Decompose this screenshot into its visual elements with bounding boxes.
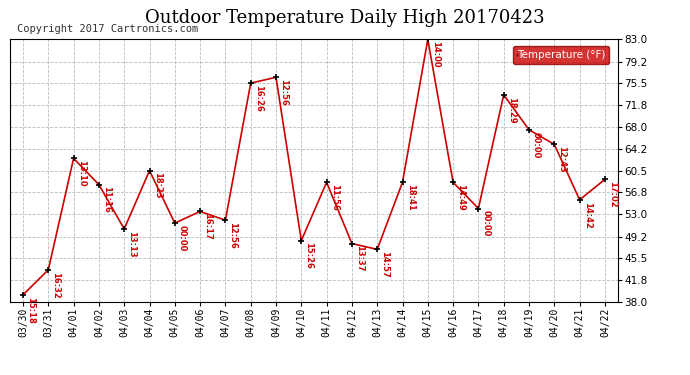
Text: 14:00: 14:00 [431, 41, 440, 68]
Text: 13:13: 13:13 [127, 231, 136, 257]
Text: 12:56: 12:56 [228, 222, 237, 249]
Text: 16:26: 16:26 [254, 85, 263, 112]
Text: 12:56: 12:56 [279, 79, 288, 106]
Text: 00:00: 00:00 [482, 210, 491, 237]
Text: 00:00: 00:00 [178, 225, 187, 251]
Text: 16:32: 16:32 [51, 272, 60, 298]
Text: Outdoor Temperature Daily High 20170423: Outdoor Temperature Daily High 20170423 [145, 9, 545, 27]
Text: 15:26: 15:26 [304, 242, 313, 269]
Text: 13:10: 13:10 [77, 160, 86, 187]
Text: Copyright 2017 Cartronics.com: Copyright 2017 Cartronics.com [17, 24, 199, 34]
Text: 11:56: 11:56 [330, 184, 339, 211]
Text: 00:00: 00:00 [532, 132, 541, 158]
Text: 18:41: 18:41 [406, 184, 415, 211]
Text: 18:29: 18:29 [506, 96, 515, 123]
Text: 14:42: 14:42 [582, 201, 591, 228]
Text: 15:18: 15:18 [26, 297, 35, 323]
Text: 13:37: 13:37 [355, 245, 364, 272]
Text: 16:17: 16:17 [203, 213, 212, 240]
Text: 17:02: 17:02 [608, 181, 617, 208]
Text: 14:57: 14:57 [380, 251, 389, 278]
Text: 12:43: 12:43 [558, 146, 566, 173]
Text: 14:49: 14:49 [456, 184, 465, 211]
Text: 18:23: 18:23 [152, 172, 161, 199]
Text: 11:16: 11:16 [102, 186, 111, 213]
Legend: Temperature (°F): Temperature (°F) [513, 46, 609, 64]
